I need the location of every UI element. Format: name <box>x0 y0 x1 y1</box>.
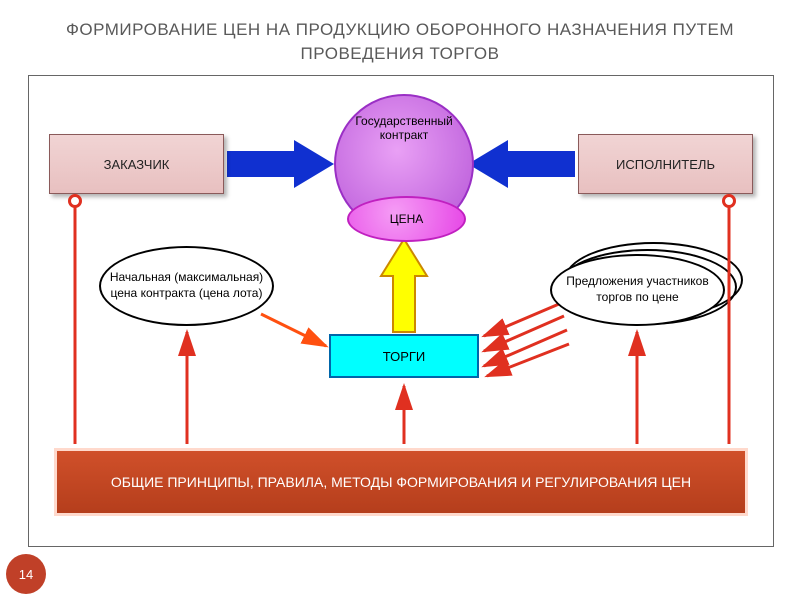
contract-label: Государственный контракт <box>336 114 472 143</box>
connector-dot-left <box>68 194 82 208</box>
node-customer: ЗАКАЗЧИК <box>49 134 224 194</box>
node-contractor: ИСПОЛНИТЕЛЬ <box>578 134 753 194</box>
arrow-proposal-to-tender-1 <box>484 304 559 336</box>
connector-dot-right <box>722 194 736 208</box>
node-principles: ОБЩИЕ ПРИНЦИПЫ, ПРАВИЛА, МЕТОДЫ ФОРМИРОВ… <box>54 448 748 516</box>
proposals-label: Предложения участников торгов по цене <box>560 274 715 305</box>
page-number-badge: 14 <box>6 554 46 594</box>
node-initial-price: Начальная (максимальная) цена контракта … <box>99 246 274 326</box>
node-tender: ТОРГИ <box>329 334 479 378</box>
arrow-proposal-to-tender-4 <box>487 344 569 376</box>
node-price: ЦЕНА <box>347 196 466 242</box>
arrow-tender-to-price <box>381 239 427 332</box>
arrow-contractor-to-contract <box>468 140 575 188</box>
page-title: ФОРМИРОВАНИЕ ЦЕН НА ПРОДУКЦИЮ ОБОРОННОГО… <box>0 0 800 76</box>
arrow-initial-to-tender <box>261 314 326 346</box>
diagram-frame: ЗАКАЗЧИК ИСПОЛНИТЕЛЬ Государственный кон… <box>28 75 774 547</box>
arrow-proposal-to-tender-3 <box>484 330 567 366</box>
arrow-customer-to-contract <box>227 140 334 188</box>
node-proposals: Предложения участников торгов по цене <box>550 254 725 326</box>
arrow-proposal-to-tender-2 <box>484 316 564 351</box>
